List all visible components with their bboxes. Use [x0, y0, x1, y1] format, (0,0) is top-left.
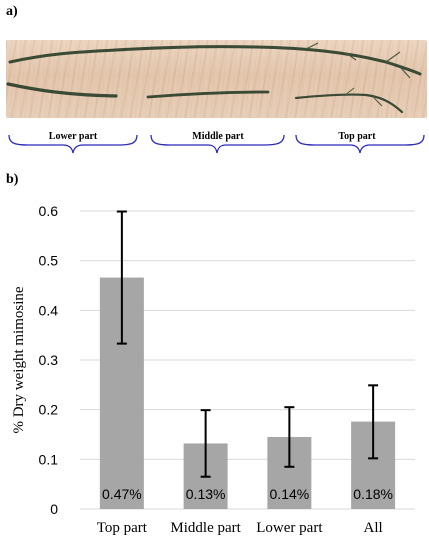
brace-top: [295, 134, 425, 154]
x-tick-label: Lower part: [256, 520, 323, 536]
x-tick-label: Top part: [97, 520, 148, 536]
section-label-top: Top part: [338, 131, 376, 142]
y-tick-label: 0.5: [39, 253, 59, 269]
y-tick-label: 0.6: [39, 203, 59, 219]
y-tick-label: 0: [50, 501, 58, 517]
top-segment: [294, 93, 404, 114]
brace-middle: [150, 134, 285, 154]
data-label: 0.14%: [270, 486, 310, 502]
y-tick-label: 0.2: [39, 402, 59, 418]
data-label: 0.47%: [102, 486, 142, 502]
lower-segment: [6, 82, 118, 98]
whole-branch: [8, 45, 422, 76]
y-tick-label: 0.1: [39, 451, 59, 467]
panel-label-a: a): [6, 4, 18, 19]
brace-lower: [8, 134, 138, 154]
branch-drawing: [6, 42, 422, 114]
x-tick-label: Middle part: [170, 520, 241, 536]
branch-photo: [6, 40, 427, 118]
middle-segment: [146, 90, 270, 99]
data-label: 0.18%: [353, 486, 393, 502]
y-tick-label: 0.3: [39, 352, 59, 368]
x-tick-label: All: [364, 520, 383, 536]
panel-label-b: b): [6, 172, 19, 187]
bar-chart: 0 0.1 0.2 0.3 0.4 0.5 0.6 0.47% Top part 0.13% Mid…: [11, 203, 415, 536]
section-label-middle: Middle part: [192, 131, 244, 142]
section-label-lower: Lower part: [48, 131, 98, 142]
y-tick-label: 0.4: [39, 302, 59, 318]
y-axis-title: % Dry weight mimosine: [11, 286, 27, 433]
data-label: 0.13%: [186, 486, 226, 502]
